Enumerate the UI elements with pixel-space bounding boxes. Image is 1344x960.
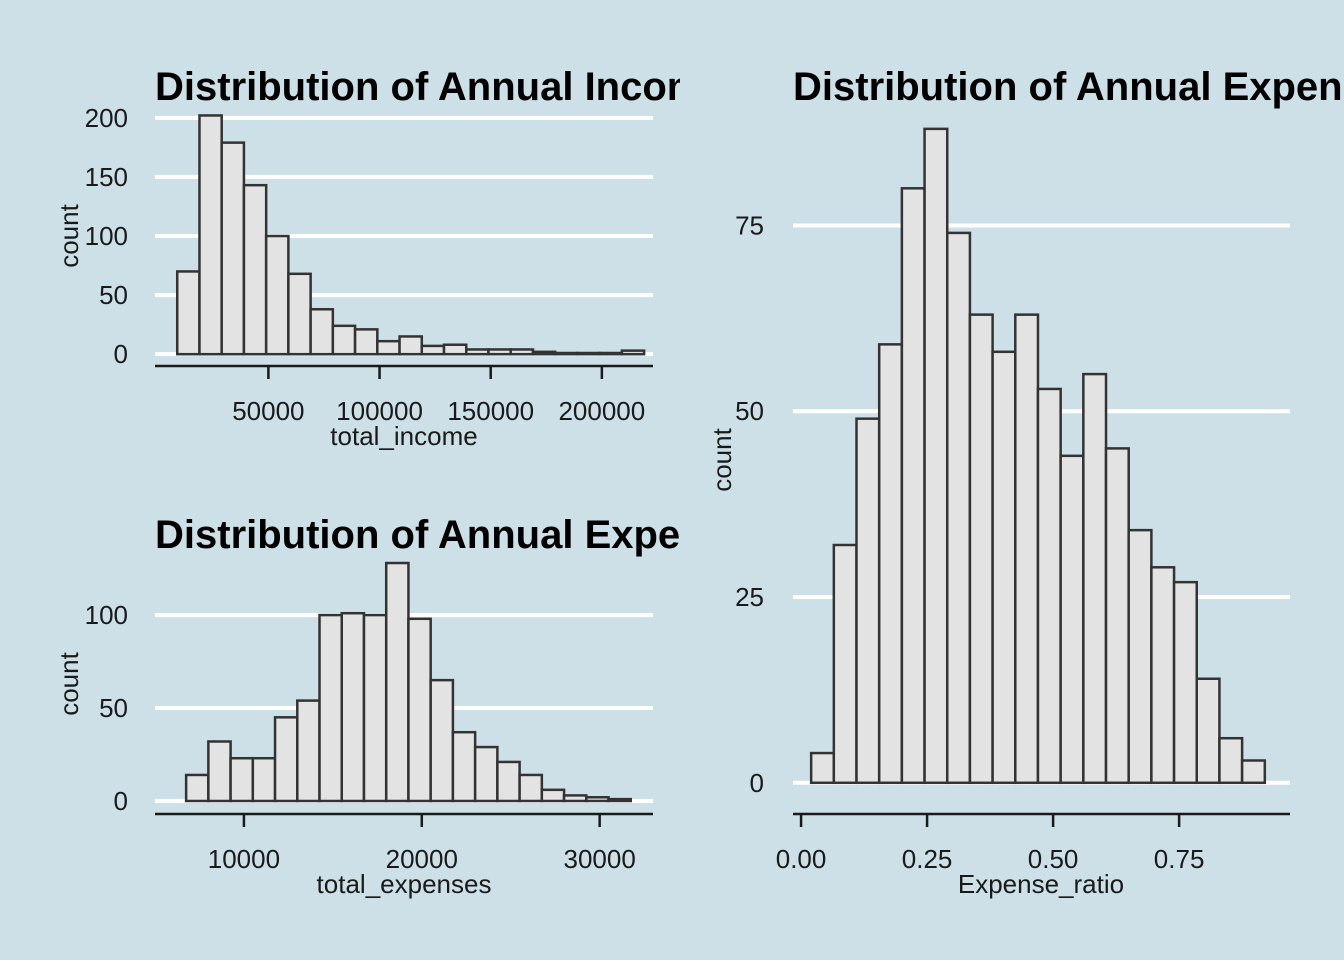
ratio-histogram-bar xyxy=(991,350,1017,785)
expenses-histogram-bar xyxy=(585,796,610,803)
ratio-histogram-bar xyxy=(877,343,904,785)
ratio-histogram-bar xyxy=(945,231,972,785)
income-y-tick-label: 50 xyxy=(99,280,128,310)
ratio-histogram-bar xyxy=(809,751,836,785)
ratio-chart-title: Distribution of Annual Expense Ratio xyxy=(793,65,1344,109)
income-histogram-bar xyxy=(287,272,312,356)
income-y-tick-label: 200 xyxy=(85,103,128,133)
expenses-histogram-bar xyxy=(340,611,366,803)
ratio-y-tick-label: 0 xyxy=(750,768,764,798)
income-histogram-bar xyxy=(309,308,335,356)
expenses-histogram-bar xyxy=(451,730,477,803)
expenses-x-tick-label: 30000 xyxy=(563,844,635,874)
expenses-histogram-bar xyxy=(296,699,321,803)
income-histogram-bar xyxy=(576,351,601,356)
income-x-tick-label: 100000 xyxy=(336,396,423,426)
expenses-y-tick-label: 0 xyxy=(114,786,128,816)
ratio-histogram-bar xyxy=(923,127,949,785)
ratio-histogram-bar xyxy=(1150,566,1176,785)
ratio-histogram-bar xyxy=(1218,736,1244,785)
income-histogram-bar xyxy=(242,183,268,356)
ratio-histogram-bar xyxy=(1082,372,1108,785)
expenses-histogram-bar xyxy=(318,613,343,803)
ratio-y-tick-label: 75 xyxy=(735,210,764,240)
expenses-histogram-panel: 0 50 100 10000 20000 30000 Distribution of An… xyxy=(54,513,771,899)
income-y-tick-label: 150 xyxy=(85,162,128,192)
expenses-histogram-bar xyxy=(540,788,566,803)
expenses-histogram-bar xyxy=(273,716,299,803)
expenses-y-tick-label: 50 xyxy=(99,693,128,723)
income-y-tick-label: 100 xyxy=(85,221,128,251)
expenses-histogram-bar xyxy=(407,617,432,803)
income-histogram-bar xyxy=(465,348,490,356)
expenses-x-tick-label: 20000 xyxy=(386,844,458,874)
expenses-histogram-bar xyxy=(518,773,544,803)
income-histogram-panel: 0 50 100 150 200 50000 100000 150000 200000 Dist… xyxy=(54,65,725,451)
ratio-histogram-bar xyxy=(1240,759,1267,785)
income-histogram-bar xyxy=(198,114,223,356)
income-histogram-bar xyxy=(175,270,201,356)
ratio-x-tick-label: 0.50 xyxy=(1028,844,1079,874)
income-x-tick-label: 50000 xyxy=(232,396,304,426)
expenses-histogram-bar xyxy=(384,561,410,803)
income-histogram-bar xyxy=(220,141,246,356)
income-histogram-bar xyxy=(553,351,579,356)
ratio-histogram-bar xyxy=(968,313,994,785)
ratio-histogram-bar xyxy=(1059,454,1085,785)
ratio-histogram-bar xyxy=(855,417,881,785)
expenses-y-axis-label: count xyxy=(54,651,84,715)
income-histogram-bar xyxy=(331,324,357,356)
ratio-histogram-bar xyxy=(1127,528,1153,785)
income-x-tick-label: 200000 xyxy=(558,396,645,426)
expenses-histogram-bar xyxy=(251,756,277,803)
ratio-x-tick-label: 0.25 xyxy=(902,844,953,874)
expenses-x-tick-label: 10000 xyxy=(208,844,280,874)
expenses-chart-title: Distribution of Annual Expenses xyxy=(155,513,771,557)
expenses-histogram-bar xyxy=(429,678,455,803)
income-histogram-bar xyxy=(420,344,446,356)
income-histogram-bar xyxy=(442,343,468,356)
ratio-x-tick-label: 0.00 xyxy=(776,844,827,874)
expenses-histogram-bar xyxy=(362,613,388,803)
income-histogram-bar xyxy=(509,348,535,356)
income-chart-title: Distribution of Annual Income xyxy=(155,65,725,109)
ratio-histogram-bar xyxy=(1195,677,1221,785)
expenses-y-tick-label: 100 xyxy=(85,600,128,630)
income-histogram-bar xyxy=(620,349,646,356)
expenses-histogram-bar xyxy=(207,740,232,803)
income-y-axis-label: count xyxy=(54,203,84,267)
ratio-histogram-bar xyxy=(832,543,858,785)
ratio-y-axis-label: count xyxy=(707,427,737,491)
ratio-histogram-bar xyxy=(1014,313,1040,785)
income-histogram-bar xyxy=(376,339,401,356)
expense-ratio-histogram-panel: 0 25 50 75 0.00 0.25 0.50 0.75 Distribution of … xyxy=(707,65,1344,899)
ratio-x-tick-label: 0.75 xyxy=(1154,844,1205,874)
ratio-histogram-bar xyxy=(1036,387,1062,785)
income-histogram-bar xyxy=(531,350,557,356)
income-histogram-bar xyxy=(487,348,512,356)
ratio-y-tick-label: 25 xyxy=(735,582,764,612)
income-x-axis-label: total_income xyxy=(330,421,477,451)
income-histogram-bar xyxy=(264,234,290,356)
income-x-tick-label: 150000 xyxy=(447,396,534,426)
ratio-histogram-bar xyxy=(900,187,926,785)
expenses-histogram-bar xyxy=(562,794,588,803)
expenses-histogram-bar xyxy=(496,760,521,803)
ratio-histogram-bar xyxy=(1104,447,1130,785)
expenses-histogram-bar xyxy=(607,797,633,803)
expenses-x-axis-label: total_expenses xyxy=(317,869,492,899)
expenses-histogram-bar xyxy=(473,745,499,803)
ratio-histogram-bar xyxy=(1172,580,1198,785)
ratio-y-tick-label: 50 xyxy=(735,396,764,426)
income-histogram-bar xyxy=(353,328,379,356)
expenses-histogram-bar xyxy=(229,756,255,803)
income-histogram-bar xyxy=(598,351,624,356)
expenses-histogram-bar xyxy=(184,773,210,803)
income-y-tick-label: 0 xyxy=(114,339,128,369)
income-histogram-bar xyxy=(398,335,424,356)
ratio-x-axis-label: Expense_ratio xyxy=(958,869,1124,899)
